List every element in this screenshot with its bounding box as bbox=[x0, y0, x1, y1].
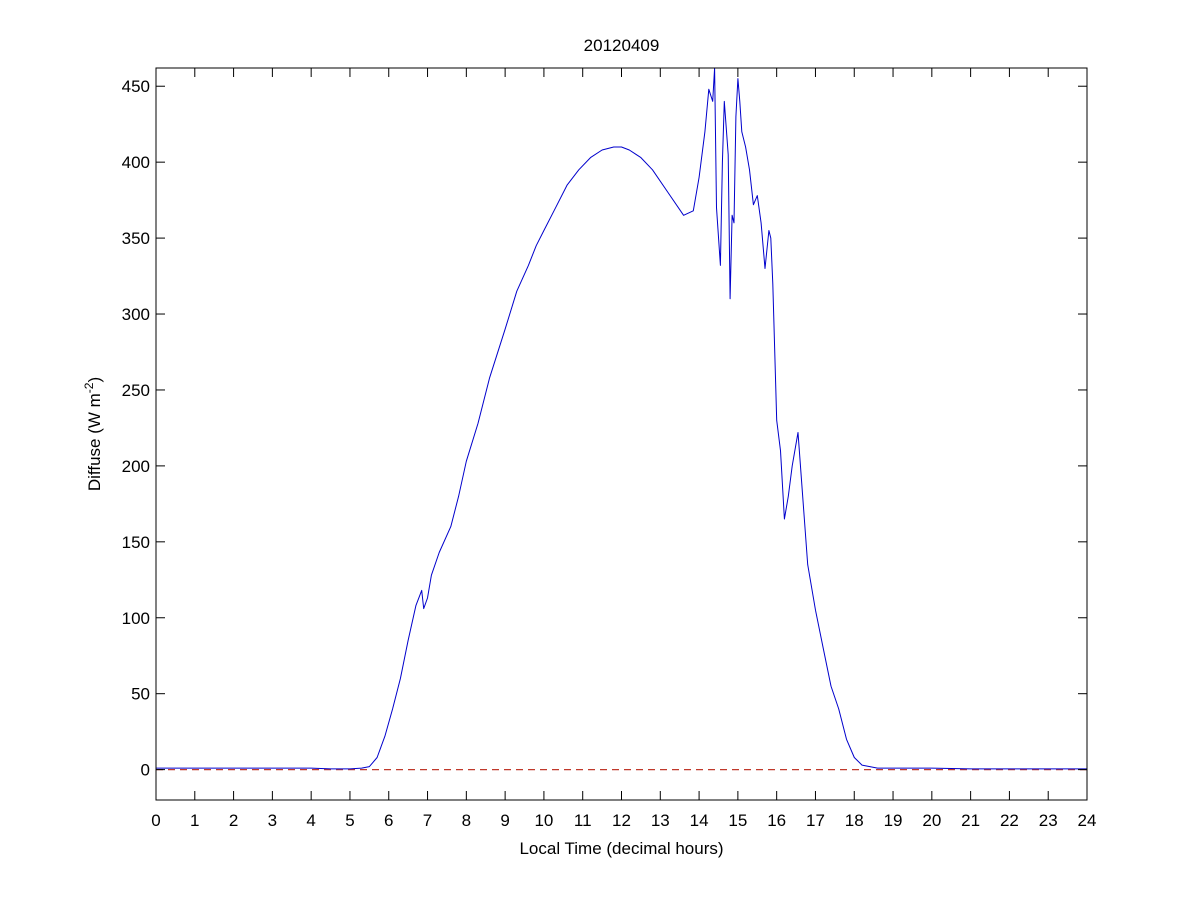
x-tick-label: 15 bbox=[728, 811, 747, 830]
x-tick-label: 6 bbox=[384, 811, 393, 830]
x-tick-label: 1 bbox=[190, 811, 199, 830]
y-tick-label: 150 bbox=[122, 533, 150, 552]
y-axis-label: Diffuse (W m-2) bbox=[82, 377, 104, 491]
axes-box bbox=[155, 67, 1088, 801]
x-tick-label: 0 bbox=[151, 811, 160, 830]
chart-title: 20120409 bbox=[584, 36, 660, 55]
x-tick-label: 4 bbox=[306, 811, 315, 830]
x-tick-label: 9 bbox=[500, 811, 509, 830]
x-tick-label: 23 bbox=[1039, 811, 1058, 830]
y-tick-label: 350 bbox=[122, 229, 150, 248]
y-axis-label-close: ) bbox=[85, 377, 104, 383]
y-tick-label: 0 bbox=[141, 761, 150, 780]
x-tick-label: 5 bbox=[345, 811, 354, 830]
x-tick-label: 2 bbox=[229, 811, 238, 830]
x-tick-label: 13 bbox=[651, 811, 670, 830]
y-tick-label: 100 bbox=[122, 609, 150, 628]
y-axis-label-main: Diffuse (W m bbox=[85, 393, 104, 491]
x-tick-label: 16 bbox=[767, 811, 786, 830]
x-tick-label: 7 bbox=[423, 811, 432, 830]
x-tick-label: 24 bbox=[1078, 811, 1097, 830]
plot-area bbox=[156, 67, 1087, 771]
x-tick-label: 20 bbox=[922, 811, 941, 830]
axis-ticks: 0 1 2 3 4 5 6 7 8 9 10 11 12 13 14 15 16 17 18 19 20 21 22 23 24… bbox=[122, 68, 1097, 830]
x-tick-label: 3 bbox=[268, 811, 277, 830]
x-tick-label: 21 bbox=[961, 811, 980, 830]
y-tick-label: 50 bbox=[131, 685, 150, 704]
x-tick-label: 18 bbox=[845, 811, 864, 830]
x-tick-label: 10 bbox=[534, 811, 553, 830]
y-tick-label: 200 bbox=[122, 457, 150, 476]
x-tick-label: 12 bbox=[612, 811, 631, 830]
y-tick-label: 250 bbox=[122, 381, 150, 400]
y-tick-label: 300 bbox=[122, 305, 150, 324]
x-tick-label: 8 bbox=[462, 811, 471, 830]
x-tick-label: 19 bbox=[884, 811, 903, 830]
x-tick-label: 17 bbox=[806, 811, 825, 830]
x-axis-label: Local Time (decimal hours) bbox=[519, 839, 723, 858]
diffuse-irradiance-line bbox=[156, 67, 1087, 770]
y-axis-label-superscript: -2 bbox=[82, 382, 96, 393]
y-tick-label: 400 bbox=[122, 153, 150, 172]
x-tick-label: 14 bbox=[690, 811, 709, 830]
y-tick-label: 450 bbox=[122, 77, 150, 96]
x-tick-label: 22 bbox=[1000, 811, 1019, 830]
x-tick-label: 11 bbox=[574, 811, 592, 830]
